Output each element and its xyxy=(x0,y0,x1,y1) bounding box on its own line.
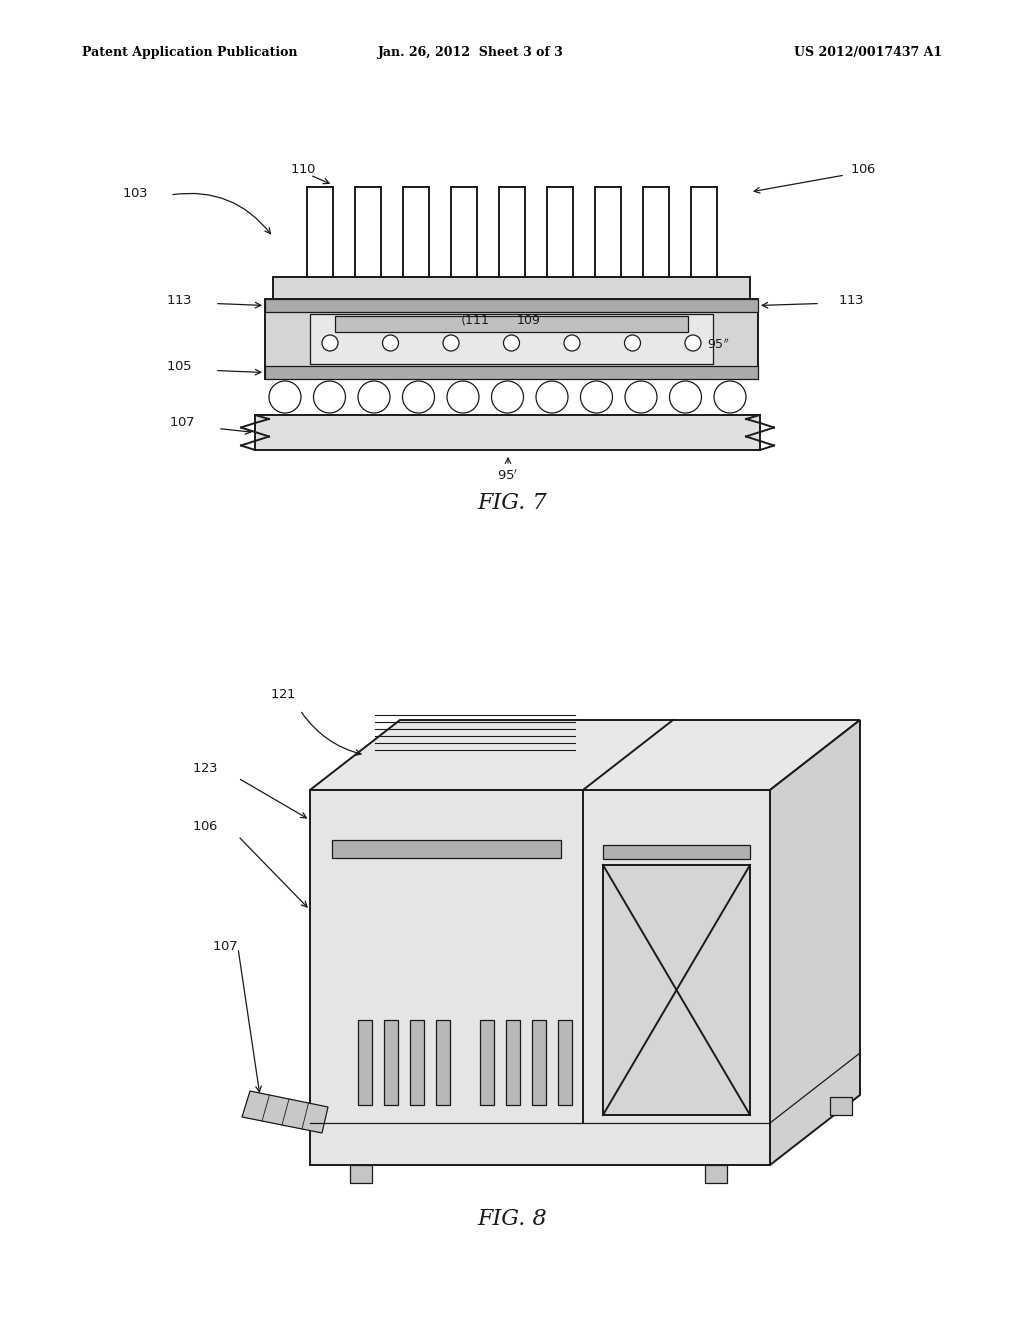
Circle shape xyxy=(358,381,390,413)
Circle shape xyxy=(383,335,398,351)
Text: $\mathit{106}$: $\mathit{106}$ xyxy=(850,162,877,176)
FancyBboxPatch shape xyxy=(558,1020,572,1105)
Text: $\mathit{110}$: $\mathit{110}$ xyxy=(290,162,316,176)
Polygon shape xyxy=(643,187,669,277)
FancyBboxPatch shape xyxy=(410,1020,424,1105)
Polygon shape xyxy=(255,414,760,450)
FancyBboxPatch shape xyxy=(705,1166,727,1183)
Circle shape xyxy=(564,335,580,351)
FancyBboxPatch shape xyxy=(436,1020,450,1105)
Circle shape xyxy=(625,381,657,413)
FancyBboxPatch shape xyxy=(506,1020,520,1105)
Circle shape xyxy=(447,381,479,413)
Polygon shape xyxy=(770,719,860,1166)
Circle shape xyxy=(322,335,338,351)
Circle shape xyxy=(536,381,568,413)
Text: Patent Application Publication: Patent Application Publication xyxy=(82,46,297,59)
Text: Jan. 26, 2012  Sheet 3 of 3: Jan. 26, 2012 Sheet 3 of 3 xyxy=(378,46,564,59)
FancyBboxPatch shape xyxy=(384,1020,398,1105)
Polygon shape xyxy=(265,300,758,312)
Text: $\mathit{103}$: $\mathit{103}$ xyxy=(122,187,148,201)
Circle shape xyxy=(670,381,701,413)
Text: $\mathit{105}$: $\mathit{105}$ xyxy=(166,360,193,374)
FancyBboxPatch shape xyxy=(603,845,750,859)
Polygon shape xyxy=(265,366,758,379)
Text: $\mathit{95'}$: $\mathit{95'}$ xyxy=(498,469,519,483)
Circle shape xyxy=(714,381,746,413)
Text: $\mathit{107}$: $\mathit{107}$ xyxy=(169,417,195,429)
Text: FIG. 8: FIG. 8 xyxy=(477,1208,547,1230)
Circle shape xyxy=(313,381,345,413)
Polygon shape xyxy=(265,300,758,379)
Circle shape xyxy=(492,381,523,413)
Polygon shape xyxy=(547,187,573,277)
FancyBboxPatch shape xyxy=(358,1020,372,1105)
Text: $\mathit{107}$: $\mathit{107}$ xyxy=(212,940,238,953)
Text: $\mathit{95^{\prime\prime}}$: $\mathit{95^{\prime\prime}}$ xyxy=(707,338,730,352)
Text: $\mathit{109}$: $\mathit{109}$ xyxy=(516,314,541,327)
FancyBboxPatch shape xyxy=(830,1097,852,1115)
Circle shape xyxy=(625,335,640,351)
FancyBboxPatch shape xyxy=(332,840,561,858)
Polygon shape xyxy=(310,719,860,789)
Polygon shape xyxy=(307,187,333,277)
Text: $\mathit{106}$: $\mathit{106}$ xyxy=(191,820,218,833)
Polygon shape xyxy=(403,187,429,277)
Circle shape xyxy=(685,335,701,351)
Circle shape xyxy=(443,335,459,351)
Polygon shape xyxy=(310,789,770,1166)
Circle shape xyxy=(581,381,612,413)
Polygon shape xyxy=(242,1092,328,1133)
Text: $\mathit{113}$: $\mathit{113}$ xyxy=(838,293,864,306)
Polygon shape xyxy=(595,187,621,277)
Polygon shape xyxy=(691,187,717,277)
Polygon shape xyxy=(451,187,477,277)
Polygon shape xyxy=(603,865,750,1115)
FancyBboxPatch shape xyxy=(532,1020,546,1105)
Text: $\mathit{123}$: $\mathit{123}$ xyxy=(191,762,218,775)
Polygon shape xyxy=(499,187,525,277)
Circle shape xyxy=(269,381,301,413)
Text: $\mathit{113}$: $\mathit{113}$ xyxy=(166,293,193,306)
Text: US 2012/0017437 A1: US 2012/0017437 A1 xyxy=(794,46,942,59)
Polygon shape xyxy=(355,187,381,277)
Polygon shape xyxy=(273,277,750,300)
Text: $\mathit{\langle 111}$: $\mathit{\langle 111}$ xyxy=(461,313,490,327)
Text: FIG. 7: FIG. 7 xyxy=(477,492,547,513)
Circle shape xyxy=(402,381,434,413)
Polygon shape xyxy=(335,315,688,333)
FancyBboxPatch shape xyxy=(350,1166,372,1183)
FancyBboxPatch shape xyxy=(480,1020,494,1105)
Circle shape xyxy=(504,335,519,351)
Text: $\mathit{121}$: $\mathit{121}$ xyxy=(270,688,296,701)
Polygon shape xyxy=(310,314,713,364)
